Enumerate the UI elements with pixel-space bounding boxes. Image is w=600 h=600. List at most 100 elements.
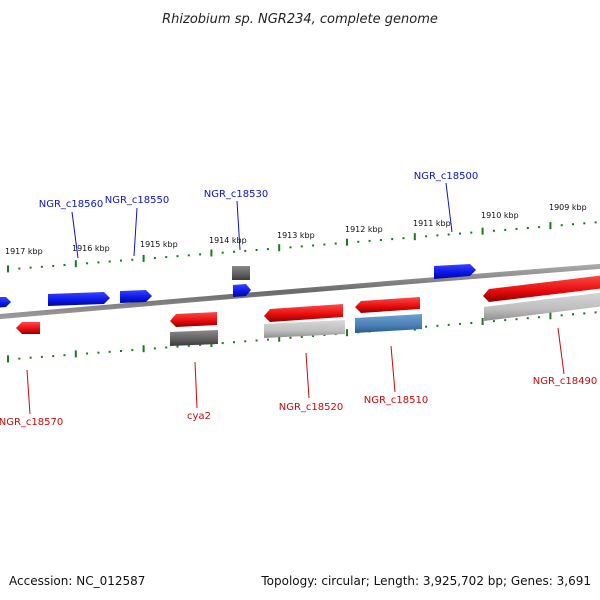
gene-box-pseudo[interactable] [232, 266, 250, 280]
minor-tick [538, 226, 541, 229]
major-tick [413, 233, 416, 241]
minor-tick [131, 258, 134, 261]
minor-tick [425, 325, 428, 328]
minor-tick [312, 244, 315, 247]
minor-tick [447, 323, 450, 326]
gene-arrow-ngr-c18550[interactable] [120, 290, 152, 303]
forward-tick-row [7, 221, 597, 273]
minor-tick [594, 311, 597, 314]
leader-ngr-c18500 [445, 182, 453, 233]
minor-tick [572, 223, 574, 226]
accession-text: Accession: NC_012587 [9, 574, 146, 588]
minor-tick [199, 343, 202, 346]
minor-tick [187, 254, 190, 257]
scale-label-1917: 1917 kbp [5, 247, 43, 256]
major-tick [74, 260, 77, 268]
minor-tick [583, 222, 586, 225]
gene-box-ngr-c18510-rna[interactable] [355, 314, 422, 333]
minor-tick [266, 338, 269, 341]
minor-tick [221, 251, 224, 254]
leader-cya2 [194, 361, 198, 409]
leader-ngr-c18520 [305, 352, 310, 399]
major-tick [74, 350, 77, 358]
gene-label-cya2[interactable]: cya2 [187, 411, 211, 422]
gene-arrow-ngr-c18520[interactable] [264, 304, 343, 322]
minor-tick [436, 324, 439, 327]
scale-label-1914: 1914 kbp [209, 236, 247, 245]
minor-tick [459, 232, 461, 235]
minor-tick [402, 237, 405, 240]
gene-label-ngr-c18510[interactable]: NGR_c18510 [364, 395, 429, 406]
gene-label-ngr-c18570[interactable]: NGR_c18570 [0, 417, 63, 428]
minor-tick [187, 344, 190, 347]
genome-backbone [0, 263, 600, 320]
minor-tick [289, 336, 292, 339]
gene-arrow-ngr-c18570[interactable] [16, 322, 40, 334]
minor-tick [504, 319, 507, 322]
minor-tick [526, 227, 529, 229]
minor-tick [583, 312, 586, 315]
minor-tick [29, 266, 32, 269]
gene-arrow-cya2[interactable] [170, 312, 217, 327]
scale-label-1909: 1909 kbp [549, 203, 587, 212]
gene-arrow-ngr-c18510[interactable] [355, 297, 420, 313]
gene-label-ngr-c18500[interactable]: NGR_c18500 [414, 171, 479, 182]
leader-ngr-c18510 [390, 345, 396, 393]
minor-tick [153, 257, 156, 259]
gene-arrow-ngr-c18560[interactable] [48, 292, 110, 306]
minor-tick [244, 249, 247, 252]
minor-tick [18, 267, 21, 270]
minor-tick [515, 318, 518, 321]
minor-tick [379, 239, 382, 241]
minor-tick [97, 261, 100, 264]
minor-tick [425, 235, 428, 238]
gene-label-ngr-c18490[interactable]: NGR_c18490 [533, 376, 598, 387]
major-tick [481, 227, 484, 235]
gene-arrow[interactable] [0, 297, 11, 308]
reverse-genes [16, 275, 600, 346]
gene-box-ngr-c18490-rna[interactable] [484, 292, 600, 321]
minor-tick [492, 229, 495, 232]
minor-tick [515, 227, 518, 230]
gene-box-cya2-rna[interactable] [170, 330, 218, 346]
minor-tick [255, 339, 258, 342]
minor-tick [165, 346, 168, 349]
gene-labels: NGR_c18560 NGR_c18550 NGR_c18530 NGR_c18… [0, 171, 597, 428]
minor-tick [97, 351, 100, 354]
minor-tick [300, 335, 303, 338]
minor-tick [459, 322, 461, 325]
minor-tick [594, 221, 597, 224]
gene-label-ngr-c18550[interactable]: NGR_c18550 [105, 195, 170, 206]
gene-label-ngr-c18530[interactable]: NGR_c18530 [204, 189, 269, 200]
gene-arrow-ngr-c18490[interactable] [483, 275, 600, 302]
minor-tick [470, 322, 473, 324]
major-tick [346, 329, 348, 337]
gene-box-ngr-c18520-rna[interactable] [264, 320, 345, 338]
major-tick [7, 355, 9, 363]
scale-label-1910: 1910 kbp [481, 211, 519, 220]
gene-arrow-ngr-c18500[interactable] [434, 264, 476, 279]
major-tick [346, 238, 348, 246]
minor-tick [436, 234, 439, 237]
major-tick [142, 345, 145, 353]
gene-label-ngr-c18520[interactable]: NGR_c18520 [279, 402, 344, 413]
minor-tick [29, 356, 32, 359]
major-tick [7, 265, 9, 273]
major-tick [142, 254, 145, 262]
forward-genes [0, 264, 476, 308]
leader-ngr-c18560 [71, 211, 79, 259]
gene-arrow-ngr-c18530[interactable] [233, 284, 251, 297]
minor-tick [233, 341, 235, 344]
minor-tick [357, 240, 360, 243]
minor-tick [221, 342, 224, 345]
minor-tick [244, 340, 247, 343]
minor-tick [18, 357, 21, 360]
gene-label-ngr-c18560[interactable]: NGR_c18560 [39, 199, 104, 210]
minor-tick [391, 238, 394, 241]
minor-tick [266, 248, 269, 251]
map-title: Rhizobium sp. NGR234, complete genome [162, 12, 438, 27]
minor-tick [40, 265, 43, 268]
minor-tick [289, 246, 292, 249]
leader-ngr-c18490 [557, 327, 565, 375]
minor-tick [368, 239, 371, 242]
